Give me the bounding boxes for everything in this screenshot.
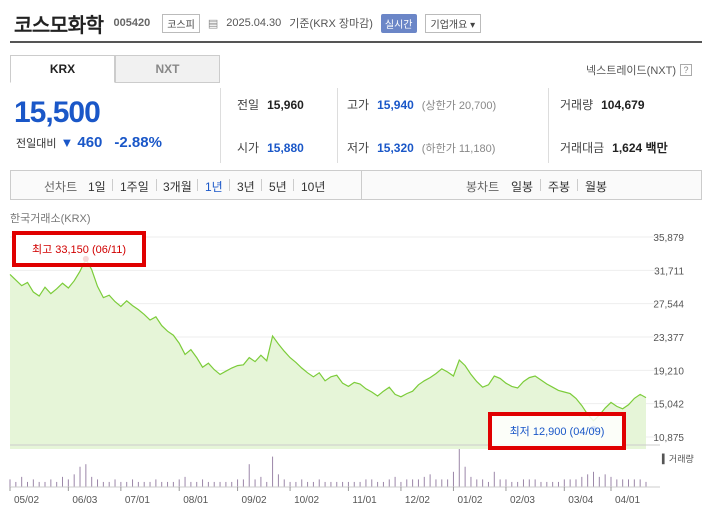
divider — [261, 179, 262, 191]
stat-value: 15,880 — [267, 141, 304, 155]
change-amount: 460 — [77, 134, 103, 151]
change-percent: -2.88% — [114, 134, 162, 151]
divider — [577, 179, 578, 191]
x-tick-label: 01/02 — [457, 495, 482, 506]
exchange-tabs: KRX NXT — [10, 55, 220, 83]
stat-label: 시가 — [237, 141, 260, 155]
stat-sub: (상한가 20,700) — [421, 100, 497, 112]
divider — [156, 179, 157, 191]
stat-label: 전일 — [237, 98, 260, 112]
stat-open: 시가 15,880 — [237, 139, 304, 156]
nextrade-label: 넥스트레이드(NXT) — [585, 65, 676, 77]
low-annotation: 최저 12,900 (04/09) — [488, 412, 626, 450]
tab-krx[interactable]: KRX — [10, 55, 115, 83]
y-tick-label: 15,042 — [653, 400, 684, 411]
divider — [197, 179, 198, 191]
stat-label: 저가 — [347, 141, 370, 155]
current-price: 15,500 — [14, 96, 101, 129]
period-10y[interactable]: 10년 — [301, 180, 326, 194]
x-tick-label: 03/04 — [568, 495, 593, 506]
period-1w[interactable]: 1주일 — [120, 180, 149, 194]
x-tick-label: 04/01 — [615, 495, 640, 506]
stat-value: 15,940 — [377, 98, 414, 112]
company-info-label: 기업개요 — [430, 19, 468, 31]
stat-label: 거래량 — [560, 98, 594, 112]
stat-sub: (하한가 11,180) — [421, 143, 496, 155]
candle-weekly[interactable]: 주봉 — [548, 180, 571, 194]
realtime-button[interactable]: 실시간 — [380, 13, 417, 33]
quote-basis: 기준(KRX 장마감) — [289, 18, 373, 30]
y-tick-label: 27,544 — [653, 300, 684, 311]
divider — [112, 179, 113, 191]
change-label: 전일대비 — [16, 137, 57, 150]
stats-divider — [548, 88, 549, 163]
stats-divider — [220, 88, 221, 163]
chevron-down-icon: ▾ — [470, 19, 476, 31]
candle-chart-label: 봉차트 — [466, 180, 500, 194]
stat-high: 고가 15,940 (상한가 20,700) — [347, 96, 496, 113]
period-3y[interactable]: 3년 — [237, 180, 255, 194]
stat-volume: 거래량 104,679 — [560, 96, 645, 113]
x-tick-label: 12/02 — [405, 495, 430, 506]
stat-value: 104,679 — [601, 98, 645, 112]
x-tick-label: 06/03 — [72, 495, 97, 506]
stat-prev-close: 전일 15,960 — [237, 96, 304, 113]
divider — [229, 179, 230, 191]
stat-value: 1,624 백만 — [612, 141, 668, 155]
high-annotation: 최고 33,150 (06/11) — [12, 231, 146, 267]
x-tick-label: 11/01 — [352, 495, 377, 506]
period-bar: 선차트 1일 1주일 3개월 1년 3년 5년 10년 봉차트 일봉 주봉 월봉 — [10, 170, 702, 200]
stat-value: 15,320 — [377, 141, 414, 155]
help-icon[interactable]: ? — [680, 64, 692, 76]
quote-date: 2025.04.30 — [226, 17, 282, 29]
header-divider — [10, 41, 702, 43]
candle-daily[interactable]: 일봉 — [511, 180, 534, 194]
stock-code: 005420 — [113, 17, 151, 29]
data-source: 한국거래소(KRX) — [10, 213, 91, 225]
tab-nxt[interactable]: NXT — [115, 55, 220, 83]
stat-low: 저가 15,320 (하한가 11,180) — [347, 139, 495, 156]
price-chart: 35,879 31,711 27,544 23,377 19,210 15,042 10,8… — [9, 233, 684, 506]
y-tick-label: 31,711 — [654, 266, 684, 277]
stock-header: 코스모화학 005420 코스피 ▤ 2025.04.30 기준(KRX 장마감… — [14, 8, 482, 38]
stat-label: 거래대금 — [560, 141, 605, 155]
period-3m[interactable]: 3개월 — [163, 180, 192, 194]
x-tick-label: 05/02 — [14, 495, 39, 506]
stat-value: 15,960 — [267, 98, 304, 112]
x-tick-label: 08/01 — [183, 495, 208, 506]
stat-label: 고가 — [347, 98, 370, 112]
y-tick-label: 19,210 — [653, 366, 684, 377]
x-tick-label: 10/02 — [294, 495, 319, 506]
clock-icon: ▤ — [207, 17, 219, 30]
market-badge: 코스피 — [162, 13, 200, 33]
y-tick-label: 35,879 — [653, 233, 684, 244]
stock-name: 코스모화학 — [14, 14, 104, 37]
nextrade-link[interactable]: 넥스트레이드(NXT) ? — [586, 62, 692, 78]
stat-amount: 거래대금 1,624 백만 — [560, 139, 668, 156]
divider — [293, 179, 294, 191]
line-chart-label: 선차트 — [44, 180, 78, 194]
price-line — [9, 257, 647, 422]
y-tick-label: 23,377 — [653, 333, 684, 344]
x-tick-label: 09/02 — [242, 495, 267, 506]
stats-divider — [337, 88, 338, 163]
down-arrow-icon: ▼ — [60, 135, 74, 150]
divider — [540, 179, 541, 191]
period-5y[interactable]: 5년 — [269, 180, 287, 194]
volume-legend: ▍거래량 — [662, 454, 694, 464]
candle-monthly[interactable]: 월봉 — [585, 180, 608, 194]
y-tick-label: 10,875 — [653, 433, 684, 444]
company-info-dropdown[interactable]: 기업개요 ▾ — [424, 13, 482, 33]
x-tick-label: 02/03 — [510, 495, 535, 506]
x-tick-label: 07/01 — [125, 495, 150, 506]
volume-legend-label: 거래량 — [668, 454, 694, 464]
period-1d[interactable]: 1일 — [88, 180, 106, 194]
price-area — [10, 258, 646, 449]
price-change: 전일대비 ▼ 460 -2.88% — [16, 134, 162, 151]
divider — [361, 171, 362, 199]
period-1y[interactable]: 1년 — [205, 180, 223, 194]
